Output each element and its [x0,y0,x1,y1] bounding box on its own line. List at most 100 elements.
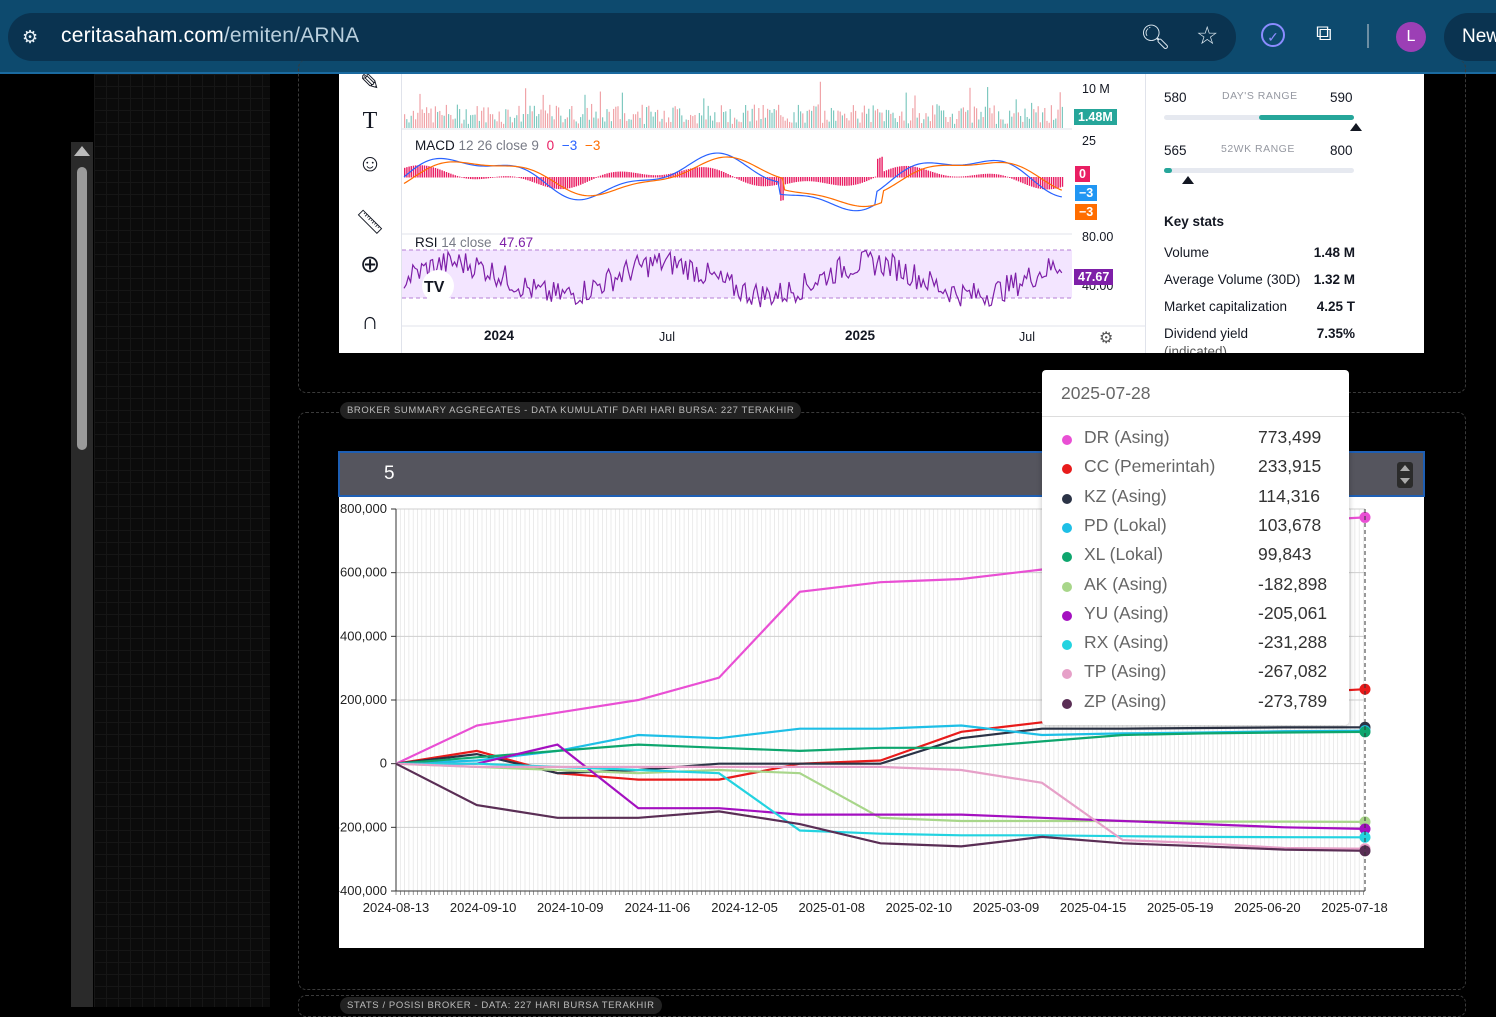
macd-histogram-bar [474,177,476,180]
y-tick-label: 600,000 [340,565,387,580]
macd-histogram-bar [965,176,967,178]
macd-histogram-bar [1022,177,1024,184]
macd-histogram-bar [987,173,989,178]
volume-bar [542,94,544,128]
volume-bar [725,111,727,128]
emoji-tool-icon[interactable]: ☺ [357,150,383,177]
macd-histogram-bar [584,177,586,183]
tooltip-series-value: -205,061 [1258,602,1328,623]
magnet-tool-icon[interactable]: ∩ [361,308,379,335]
volume-bar [522,114,524,128]
address-bar[interactable]: ⚙ ceritasaham.com/emiten/ARNA 🔍︎ ☆ [8,13,1236,61]
macd-histogram-bar [916,167,918,178]
volume-bar [665,122,667,128]
volume-bar [885,109,887,128]
volume-bar [641,104,643,128]
macd-histogram-bar [430,166,432,178]
scrollbar-thumb[interactable] [77,167,87,450]
settings-gear-icon[interactable]: ⚙ [1099,330,1114,347]
text-tool-icon[interactable]: T [362,108,378,134]
volume-bar [760,119,762,128]
macd-histogram-bar [786,177,789,184]
spinner-up-icon[interactable] [1400,465,1410,471]
volume-bar [498,111,500,128]
macd-histogram-bar [558,177,560,190]
volume-bar [995,123,997,128]
macd-histogram-bar [951,176,954,178]
volume-bar [1042,112,1044,128]
macd-histogram-bar [604,174,606,178]
macd-histogram-bar [945,175,947,178]
days-range-fill [1259,115,1354,120]
volume-bar [410,115,412,128]
volume-bar [588,119,590,128]
volume-bar [789,121,791,128]
y-tick-label: -400,000 [339,883,387,898]
volume-bar [511,122,513,128]
volume-bar [564,118,566,128]
volume-bar [881,112,883,128]
volume-bar [496,121,498,128]
volume-bar [503,123,505,128]
macd-histogram-bar [518,177,520,178]
ruler-tool-icon[interactable]: 📏︎ [354,209,386,236]
wk52-range-fill [1164,168,1172,173]
macd-histogram-bar [923,169,925,178]
macd-params: 12 26 close 9 [458,138,539,153]
url-text[interactable]: ceritasaham.com/emiten/ARNA [61,24,359,48]
macd-histogram-bar [980,174,982,178]
volume-bar [903,120,905,128]
macd-histogram-bar [577,177,580,186]
site-info-icon[interactable]: ⚙ [22,27,39,47]
volume-bar [560,115,562,128]
tradingview-logo: TV [424,279,445,296]
volume-bar [1000,119,1002,128]
volume-bar [518,105,520,128]
tooltip-series-value: -273,789 [1258,690,1328,711]
wk52-range-low: 565 [1164,143,1187,158]
zoom-in-tool-icon[interactable]: ⊕ [359,251,381,278]
macd-histogram-bar [839,177,841,186]
macd-histogram-bar [760,177,762,187]
days-range-low: 580 [1164,90,1187,105]
volume-bar [960,108,962,128]
volume-bar [489,114,491,128]
scroll-up-arrow-icon[interactable] [74,146,90,156]
volume-bar [826,119,828,128]
macd-histogram-bar [707,167,709,178]
tooltip-date: 2025-07-28 [1061,383,1151,403]
macd-histogram-bar [822,177,824,183]
tooltip-series-name: KZ (Asing) [1084,485,1167,506]
volume-bar [692,116,694,128]
brush-tool-icon[interactable]: ✎ [359,74,381,96]
extension-check-icon[interactable]: ✓ [1261,23,1285,47]
zoom-icon[interactable]: 🔍︎ [1140,24,1171,51]
macd-histogram-bar [494,176,496,178]
volume-bar [905,92,907,128]
series-color-dot [1062,698,1072,709]
volume-bar [591,103,593,128]
series-color-dot [1062,610,1072,621]
volume-bar [527,114,529,128]
macd-histogram-bar [929,171,932,178]
macd-histogram-bar [949,176,951,178]
macd-histogram-bar [659,175,661,178]
profile-avatar[interactable]: L [1396,22,1426,52]
spinner-down-icon[interactable] [1400,478,1410,484]
scrollbar[interactable] [71,142,93,1007]
volume-bar [404,114,406,128]
price-indicator-chart[interactable]: TV MACD 12 26 close 9 0 −3 −3 RSI 14 clo… [402,74,1145,353]
new-button[interactable]: New [1444,13,1496,61]
macd-label-row: MACD 12 26 close 9 0 −3 −3 [415,138,600,153]
volume-bar [951,113,953,128]
volume-bar [861,112,863,128]
y-tick-label: 200,000 [340,692,387,707]
tooltip-divider [1042,416,1349,417]
series-line [395,762,1366,852]
macd-histogram-bar [536,177,538,184]
extensions-puzzle-icon[interactable]: ⧉ [1316,20,1332,45]
number-spinner[interactable] [1397,462,1413,488]
volume-bar [525,88,527,128]
bookmark-star-icon[interactable]: ☆ [1196,22,1219,50]
tooltip-row: YU (Asing) -205,061 [1062,603,1332,627]
